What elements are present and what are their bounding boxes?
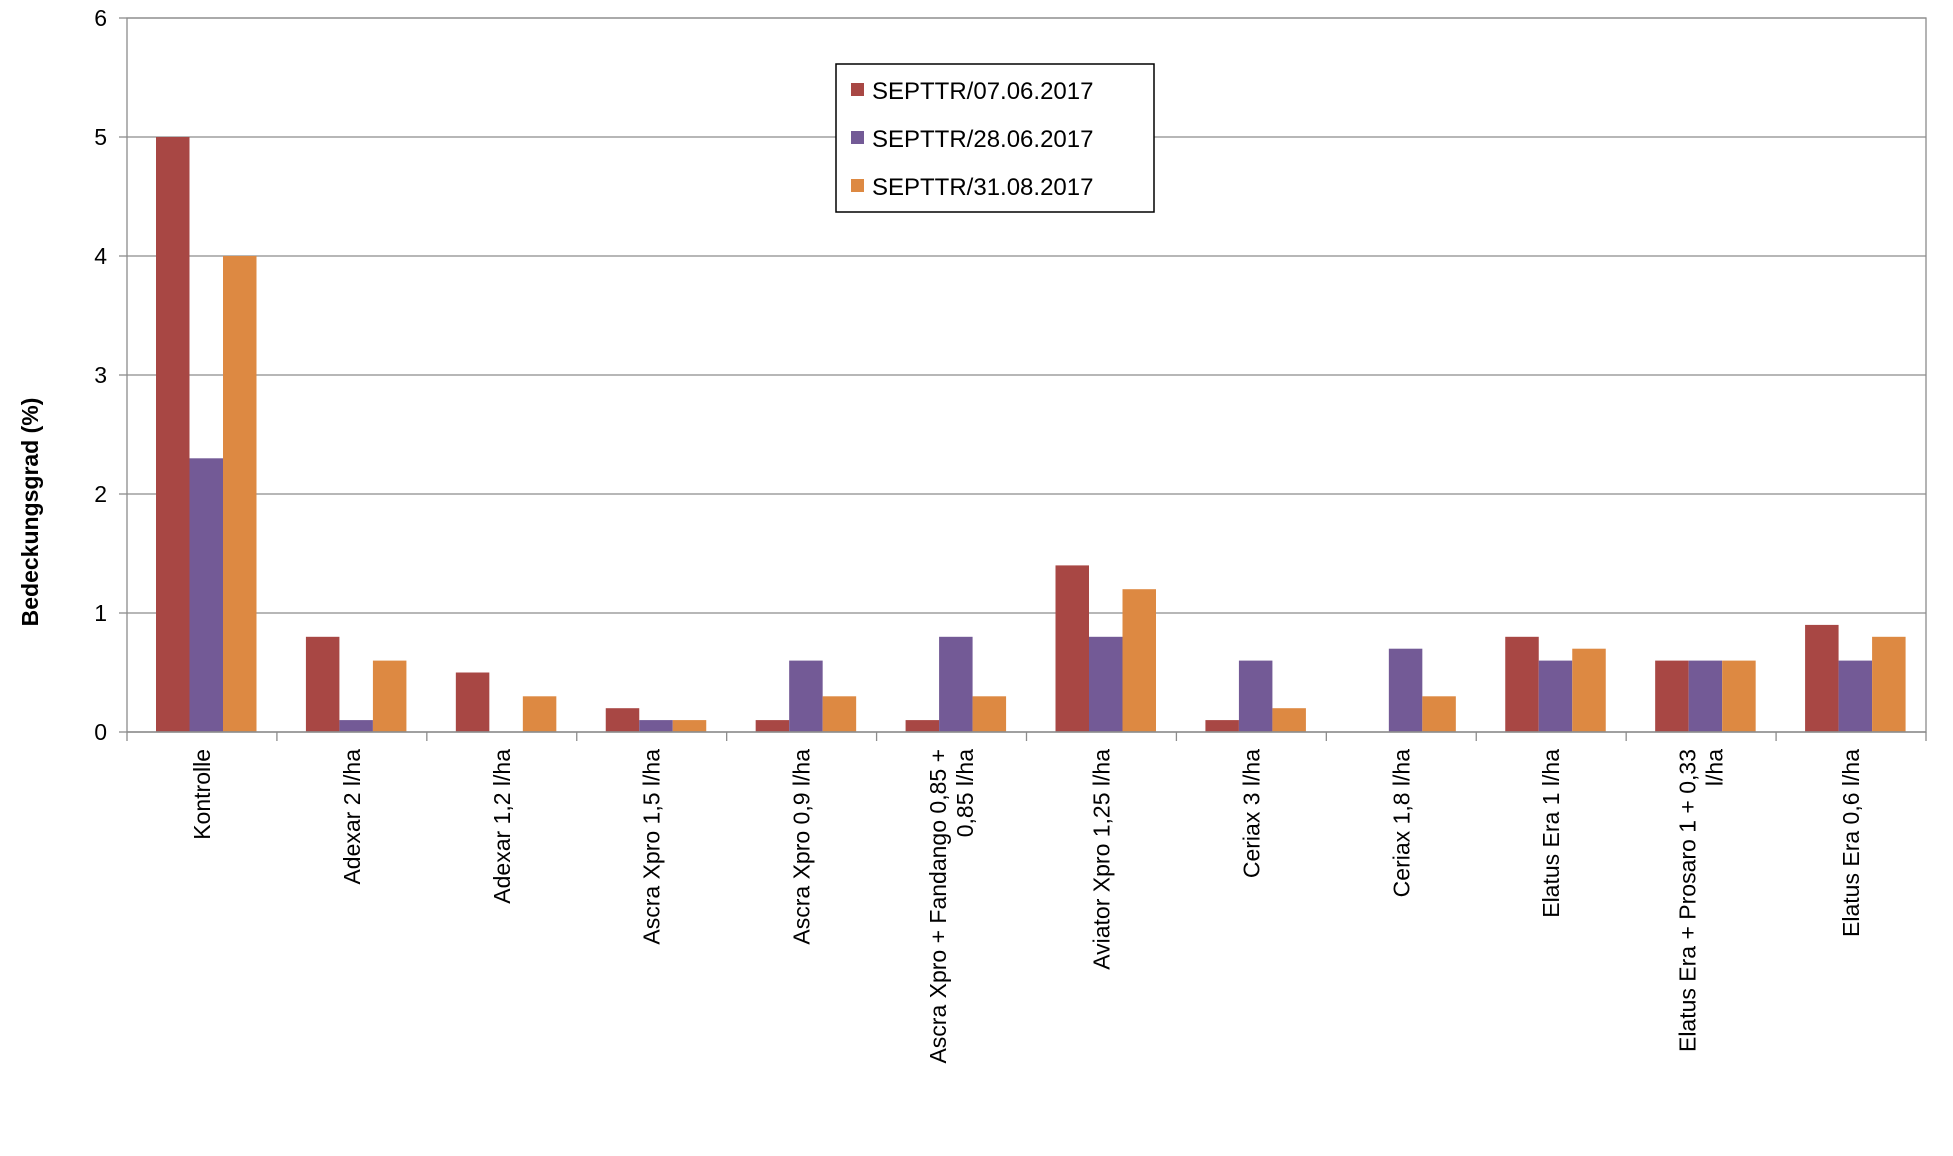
legend-swatch <box>851 83 864 96</box>
bar <box>1538 660 1573 732</box>
bar <box>1055 565 1089 732</box>
bar <box>1572 648 1606 732</box>
x-category-label: Ceriax 1,8 l/ha <box>1388 749 1414 898</box>
y-tick-label: 4 <box>94 243 107 269</box>
bar <box>1272 708 1306 732</box>
bar <box>1238 660 1273 732</box>
bar <box>1122 589 1156 732</box>
bar <box>1838 660 1873 732</box>
bar <box>639 720 673 732</box>
bar <box>905 720 940 732</box>
bar <box>789 660 823 732</box>
x-category-label: Elatus Era + Prosaro 1 + 0,33l/ha <box>1675 749 1728 1052</box>
x-category-label: Adexar 2 l/ha <box>339 749 365 885</box>
bar <box>605 708 640 732</box>
bar <box>189 458 223 732</box>
bar <box>1422 696 1456 732</box>
y-tick-label: 5 <box>94 124 107 150</box>
x-category-label: Aviator Xpro 1,25 l/ha <box>1088 749 1114 970</box>
x-category-label: Ascra Xpro + Fandango 0,85 +0,85 l/ha <box>925 749 978 1064</box>
bar <box>1688 660 1723 732</box>
y-tick-label: 0 <box>94 719 107 745</box>
bar <box>339 720 373 732</box>
legend: SEPTTR/07.06.2017 SEPTTR/28.06.2017 SEPTTR… <box>835 63 1155 213</box>
x-tick-labels: Kontrolle Adexar 2 l/ha Adexar 1,2 l/ha Asc… <box>189 749 1864 1064</box>
legend-label: SEPTTR/07.06.2017 <box>872 78 1093 105</box>
x-category-label: Ascra Xpro 0,9 l/ha <box>789 749 815 945</box>
y-tick-labels: 0 1 2 3 4 5 6 <box>94 5 107 745</box>
bar <box>1205 720 1239 732</box>
y-tick-label: 6 <box>94 5 107 31</box>
bar <box>372 660 407 732</box>
legend-swatch <box>851 179 864 192</box>
legend-swatch <box>851 131 864 144</box>
x-category-label: Elatus Era 0,6 l/ha <box>1838 749 1864 937</box>
y-tick-label: 3 <box>94 362 107 388</box>
bar <box>1089 636 1123 732</box>
bar <box>1388 648 1423 732</box>
legend-label: SEPTTR/31.08.2017 <box>872 174 1093 201</box>
bar <box>455 672 490 732</box>
bar <box>972 696 1007 732</box>
bar <box>1655 660 1689 732</box>
legend-label: SEPTTR/28.06.2017 <box>872 126 1093 153</box>
bar <box>939 636 973 732</box>
bar <box>1805 624 1839 732</box>
x-category-label: Ceriax 3 l/ha <box>1238 749 1264 878</box>
bar <box>223 256 257 732</box>
bar <box>755 720 790 732</box>
legend-box <box>835 63 1155 213</box>
axes <box>119 17 1927 741</box>
bar <box>156 137 190 732</box>
bar <box>1722 660 1756 732</box>
bar <box>1872 636 1906 732</box>
bar <box>1505 636 1539 732</box>
bars <box>156 137 1906 732</box>
y-tick-label: 2 <box>94 481 107 507</box>
x-category-label: Elatus Era 1 l/ha <box>1538 749 1564 918</box>
x-category-label: Kontrolle <box>189 749 215 840</box>
x-category-label: Ascra Xpro 1,5 l/ha <box>639 749 665 945</box>
bar <box>822 696 857 732</box>
bar <box>305 636 340 732</box>
bar <box>522 696 557 732</box>
y-axis-title: Bedeckungsgrad (%) <box>17 398 43 627</box>
y-tick-label: 1 <box>94 600 107 626</box>
x-category-label: Adexar 1,2 l/ha <box>489 749 515 904</box>
bar <box>672 720 707 732</box>
